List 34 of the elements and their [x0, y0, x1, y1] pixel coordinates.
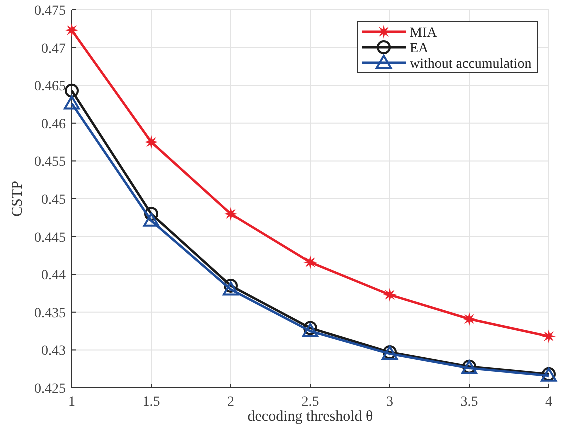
- x-tick-label: 1.5: [142, 395, 160, 410]
- y-tick-label: 0.45: [42, 193, 66, 208]
- y-tick-label: 0.475: [34, 4, 66, 19]
- y-tick-label: 0.435: [34, 306, 66, 322]
- point: [65, 84, 79, 98]
- point: [224, 207, 238, 222]
- y-axis-title: CSTP: [10, 181, 26, 217]
- point: [144, 135, 158, 150]
- point: [462, 312, 476, 326]
- y-tick-label: 0.43: [42, 344, 66, 360]
- x-tick-label: 2: [228, 395, 234, 410]
- point: [144, 212, 160, 227]
- y-tick-label: 0.47: [42, 42, 66, 57]
- x-tick-label: 3: [386, 395, 394, 410]
- y-tick-label: 0.46: [42, 117, 66, 132]
- point: [64, 96, 80, 110]
- legend-label: MIA: [410, 26, 438, 41]
- point: [223, 282, 239, 296]
- y-tick-label: 0.425: [34, 382, 66, 397]
- point: [542, 330, 556, 344]
- x-tick-label: 4: [546, 395, 552, 410]
- x-tick-label: 3.5: [460, 395, 478, 410]
- y-tick-label: 0.445: [34, 230, 66, 246]
- x-tick-label: 1: [68, 395, 76, 410]
- point: [304, 256, 318, 270]
- x-tick-label: 2.5: [302, 395, 320, 410]
- y-tick-label: 0.44: [42, 268, 66, 284]
- legend-label: EA: [410, 42, 430, 56]
- legend-label: without accumulation: [410, 57, 532, 72]
- x-axis-title: decoding threshold θ: [248, 409, 374, 425]
- point: [65, 23, 79, 38]
- y-tick-label: 0.465: [34, 80, 66, 95]
- point: [383, 288, 397, 302]
- y-tick-label: 0.455: [34, 155, 66, 170]
